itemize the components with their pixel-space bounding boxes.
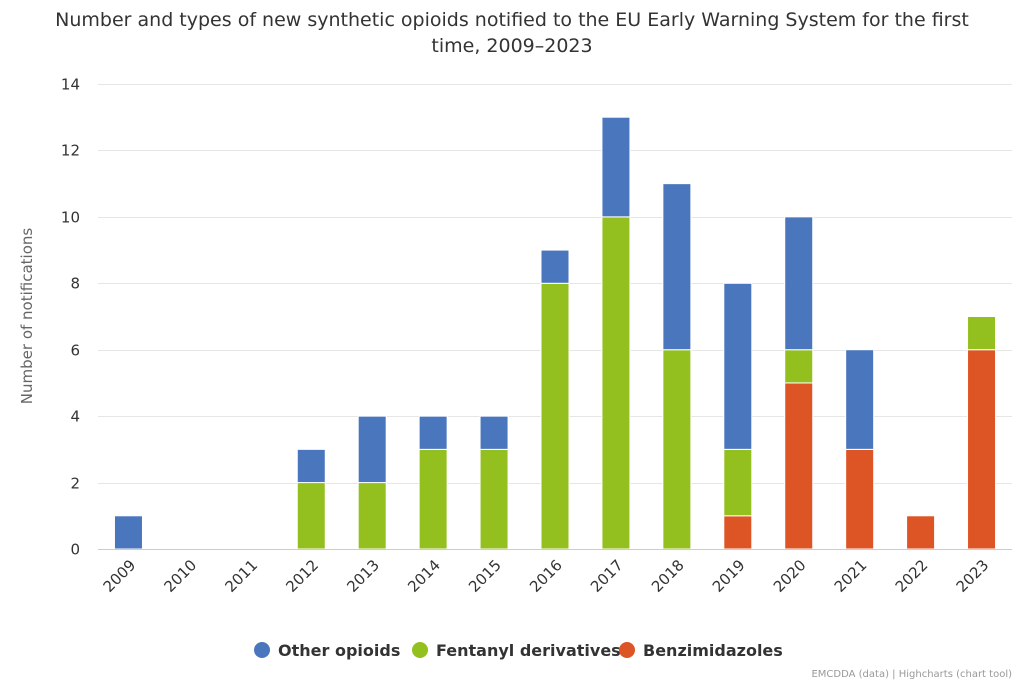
bar-other-opioids-2018[interactable] [662,183,692,351]
legend-marker [412,642,428,658]
x-tick-label: 2021 [831,556,871,596]
bar-other-opioids-2013[interactable] [357,415,387,484]
x-tick-label: 2010 [160,556,200,596]
x-tick-label: 2009 [100,556,140,596]
bar-fentanyl-derivatives-2020[interactable] [784,349,814,384]
bar-fentanyl-derivatives-2014[interactable] [418,448,448,550]
bar-other-opioids-2009[interactable] [113,515,143,550]
bar-other-opioids-2014[interactable] [418,415,448,450]
y-tick-label: 10 [61,209,80,227]
bar-other-opioids-2015[interactable] [479,415,509,450]
bar-fentanyl-derivatives-2012[interactable] [296,482,326,550]
x-tick-label: 2016 [526,556,566,596]
bar-fentanyl-derivatives-2023[interactable] [967,316,997,351]
x-tick-label: 2011 [221,556,261,596]
chart-title-line-2: time, 2009–2023 [431,35,592,57]
bar-other-opioids-2019[interactable] [723,282,753,450]
y-tick-label: 14 [61,76,80,94]
legend-item-fentanyl-derivatives[interactable]: Fentanyl derivatives [412,641,621,660]
bar-fentanyl-derivatives-2016[interactable] [540,282,570,550]
bar-fentanyl-derivatives-2017[interactable] [601,216,631,550]
y-tick-label: 12 [61,142,80,160]
bar-benzimidazoles-2022[interactable] [906,515,936,550]
x-tick-label: 2012 [282,556,322,596]
y-tick-label: 0 [70,541,80,559]
legend: Other opioids Fentanyl derivatives Benzimi… [254,641,783,660]
legend-label: Other opioids [278,641,400,660]
bar-benzimidazoles-2019[interactable] [723,515,753,550]
y-tick-label: 2 [70,475,80,493]
bar-fentanyl-derivatives-2013[interactable] [357,482,387,550]
x-tick-label: 2022 [892,556,932,596]
x-tick-label: 2014 [404,556,444,596]
x-tick-label: 2013 [343,556,383,596]
x-tick-label: 2020 [770,556,810,596]
x-tick-label: 2023 [953,556,993,596]
bar-other-opioids-2012[interactable] [296,448,326,484]
bars [113,116,997,550]
y-tick-label: 6 [70,342,80,360]
legend-marker [619,642,635,658]
chart-credit[interactable]: EMCDDA (data) | Highcharts (chart tool) [811,669,1012,680]
bar-fentanyl-derivatives-2015[interactable] [479,448,509,550]
bar-fentanyl-derivatives-2019[interactable] [723,448,753,517]
legend-label: Fentanyl derivatives [436,641,621,660]
legend-item-other-opioids[interactable]: Other opioids [254,641,400,660]
bar-other-opioids-2020[interactable] [784,216,814,351]
x-tick-label: 2017 [587,556,627,596]
x-axis-tick-labels: 2009 2010 2011 2012 2013 2014 2015 2016 2017 2018… [100,556,993,596]
bar-benzimidazoles-2023[interactable] [967,349,997,550]
y-tick-label: 8 [70,275,80,293]
x-tick-label: 2018 [648,556,688,596]
chart-title-line-1: Number and types of new synthetic opioid… [55,9,969,31]
bar-other-opioids-2016[interactable] [540,249,570,284]
chart-title: Number and types of new synthetic opioid… [55,9,969,57]
x-tick-label: 2015 [465,556,505,596]
y-tick-label: 4 [70,408,80,426]
x-tick-label: 2019 [709,556,749,596]
y-axis-title: Number of notifications [18,228,36,405]
legend-marker [254,642,270,658]
bar-other-opioids-2017[interactable] [601,116,631,218]
legend-label: Benzimidazoles [643,641,783,660]
bar-benzimidazoles-2021[interactable] [845,448,875,550]
bar-other-opioids-2021[interactable] [845,349,875,450]
bar-benzimidazoles-2020[interactable] [784,382,814,550]
bar-fentanyl-derivatives-2018[interactable] [662,349,692,550]
legend-item-benzimidazoles[interactable]: Benzimidazoles [619,641,783,660]
y-axis-tick-labels: 0 2 4 6 8 10 12 14 [61,76,80,559]
